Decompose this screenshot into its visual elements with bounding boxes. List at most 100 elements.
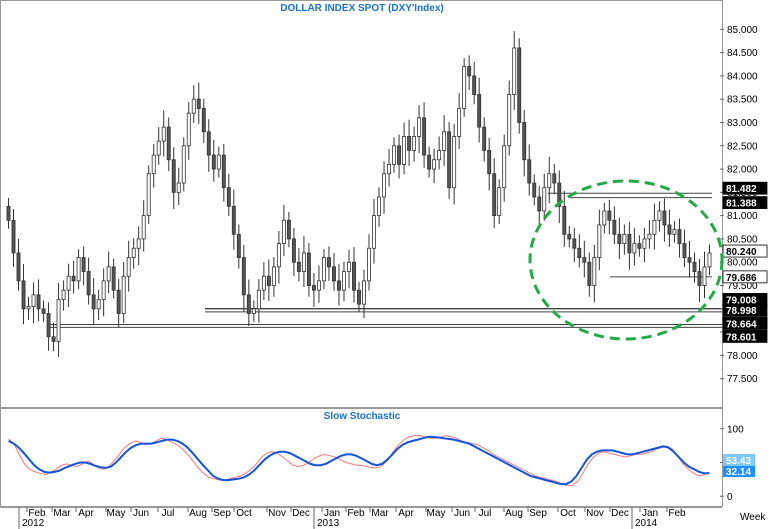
candle-body — [457, 108, 462, 137]
candle-body — [16, 252, 21, 282]
candle-body — [251, 308, 256, 314]
candle-body — [231, 205, 236, 235]
candle-body — [417, 117, 422, 137]
candle-body — [216, 154, 221, 170]
x-tick-label: Oct — [236, 508, 252, 519]
candle-body — [452, 136, 457, 189]
candle-body — [266, 275, 271, 286]
stoch-value-label: 53.43 — [726, 456, 751, 467]
candle-body — [191, 98, 196, 114]
candle-body — [327, 257, 331, 268]
candle-body — [412, 136, 417, 151]
candle-body — [632, 243, 637, 254]
candle-body — [672, 229, 677, 235]
candle-body — [91, 294, 96, 310]
y-tick-label: 81.000 — [727, 211, 758, 222]
stochastic-title: Slow Stochastic — [324, 411, 401, 422]
stoch-value-tag — [723, 465, 755, 477]
candle-body — [101, 280, 106, 300]
x-tick-label: Feb — [668, 508, 686, 519]
candle-body — [146, 173, 151, 217]
consolidation-circle — [528, 179, 724, 341]
candle-body — [382, 173, 386, 198]
candle-body — [301, 252, 306, 272]
candle-body — [226, 187, 231, 207]
candle-body — [291, 238, 296, 263]
candle-body — [707, 252, 712, 268]
candle-body — [131, 247, 136, 258]
candle-body — [552, 173, 557, 184]
candle-body — [352, 261, 356, 291]
candle-body — [527, 159, 532, 184]
candle-body — [702, 266, 707, 286]
candle-body — [617, 233, 622, 244]
candle-body — [166, 126, 171, 161]
candle-body — [557, 182, 562, 207]
candle-body — [111, 266, 116, 291]
candle-body — [582, 257, 587, 263]
candle-body — [357, 289, 361, 305]
x-tick-label: Feb — [28, 508, 46, 519]
level-tag — [722, 270, 768, 284]
stoch-fast-line — [8, 434, 710, 486]
candle-body — [161, 126, 166, 142]
candle-body — [442, 131, 447, 151]
candle-body — [492, 173, 497, 217]
candle-body — [522, 122, 527, 161]
candle-body — [602, 210, 607, 226]
candle-body — [657, 210, 662, 221]
candle-body — [126, 257, 131, 277]
candle-body — [437, 150, 442, 161]
year-label: 2012 — [22, 518, 45, 529]
candle-body — [206, 131, 211, 156]
candle-body — [196, 98, 201, 109]
candle-body — [332, 266, 336, 282]
stoch-tick-label: 0 — [727, 492, 733, 503]
candle-body — [427, 154, 432, 170]
candle-body — [387, 163, 391, 175]
y-tick-label: 79.500 — [727, 281, 758, 292]
candle-body — [497, 187, 502, 217]
candle-body — [281, 219, 286, 244]
candle-body — [116, 289, 121, 314]
x-tick-label: Jan — [642, 508, 658, 519]
x-tick-label: Apr — [78, 508, 94, 519]
candle-body — [31, 294, 36, 307]
candle-body — [607, 210, 612, 221]
candle-body — [372, 215, 376, 249]
x-tick-label: Oct — [560, 508, 576, 519]
x-tick-label: Jul — [162, 508, 175, 519]
candle-body — [81, 257, 86, 272]
candle-body — [11, 219, 16, 254]
candle-body — [592, 257, 597, 286]
y-tick-label: 83.000 — [727, 118, 758, 129]
candle-body — [462, 66, 467, 109]
candle-body — [627, 233, 632, 254]
candle-body — [467, 66, 472, 77]
candle-body — [567, 233, 572, 240]
candle-body — [26, 306, 31, 310]
candle-body — [286, 219, 291, 240]
stoch-slow-line — [8, 435, 710, 486]
x-tick-label: Dec — [292, 508, 310, 519]
candle-body — [367, 247, 371, 282]
x-tick-label: Jan — [324, 508, 340, 519]
chart-title: DOLLAR INDEX SPOT (DXY'Index) — [280, 3, 444, 14]
candle-body — [537, 196, 542, 212]
x-tick-label: Sep — [529, 508, 547, 519]
candle-body — [261, 275, 266, 291]
candle-body — [587, 261, 592, 286]
x-tick-label: Mar — [53, 508, 71, 519]
level-tag — [722, 181, 768, 195]
candle-body — [311, 285, 316, 291]
candle-body — [487, 150, 492, 175]
level-tag — [722, 196, 768, 209]
stoch-tick-label: 100 — [727, 424, 744, 435]
candle-body — [577, 247, 582, 258]
y-tick-label: 83.500 — [727, 95, 758, 106]
candle-body — [612, 219, 617, 235]
level-tag-label: 79.686 — [726, 273, 757, 284]
candle-body — [271, 266, 276, 286]
candle-body — [246, 294, 251, 314]
